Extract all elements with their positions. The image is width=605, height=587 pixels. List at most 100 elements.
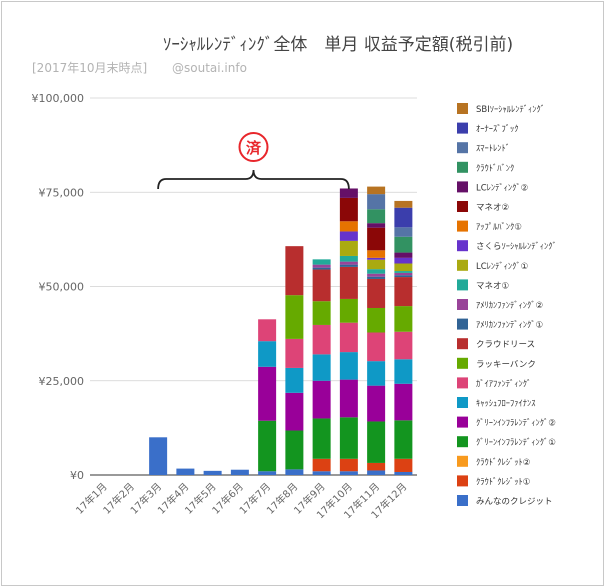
bar-segment (312, 354, 331, 381)
bar-segment (367, 257, 386, 260)
legend-label: ｷｬｯｼｭﾌﾛｰﾌｧｲﾅﾝｽ (476, 399, 536, 409)
bar-segment (312, 267, 331, 270)
bar-segment (394, 359, 413, 384)
chart-title: ｿｰｼｬﾙﾚﾝﾃﾞｨﾝｸﾞ全体 単月 収益予定額(税引前) (163, 35, 513, 55)
legend-label: SBIｿｰｼｬﾙﾚﾝﾃﾞｨﾝｸﾞ (476, 105, 545, 115)
bar-segment (367, 269, 386, 274)
chart-subtitle-handle: @soutai.info (172, 61, 247, 75)
completed-bracket (157, 169, 350, 190)
legend-label: ｵｰﾅｰｽﾞﾌﾞｯｸ (476, 125, 519, 135)
bar-segment (367, 276, 386, 279)
bar-segment (394, 275, 413, 278)
bar-segment (394, 263, 413, 272)
legend-swatch (457, 318, 468, 330)
bar-segment (258, 366, 277, 421)
bar-segment (312, 259, 331, 265)
legend-label: ｸﾞﾘｰﾝｲﾝﾌﾗﾚﾝﾃﾞｨﾝｸﾞ② (476, 419, 556, 429)
legend-swatch (457, 259, 468, 271)
bar-segment (339, 231, 358, 241)
bar-segment (367, 209, 386, 224)
bar-segment (339, 255, 358, 262)
bar-segment (367, 186, 386, 195)
legend-label: マネオ② (476, 203, 509, 213)
bar-segment (203, 470, 222, 475)
bar-segment (367, 223, 386, 228)
completed-stamp: 済 (246, 139, 262, 157)
legend-swatch (457, 279, 468, 291)
legend-swatch (457, 455, 468, 467)
bar-segment (394, 236, 413, 253)
legend-swatch (457, 357, 468, 369)
legend-label: マネオ① (476, 281, 509, 291)
y-tick-label: ¥100,000 (32, 92, 85, 105)
y-axis: ¥0 ¥25,000 ¥50,000 ¥75,000 ¥100,000 (32, 92, 85, 482)
bar-segment (312, 264, 331, 268)
bars (149, 186, 413, 475)
bar-segment (367, 421, 386, 463)
completed-annotation: 済 (157, 132, 350, 190)
bar-segment (394, 257, 413, 264)
bar-segment (339, 188, 358, 198)
bar-segment (285, 469, 304, 475)
legend-swatch (457, 475, 468, 487)
legend-swatch (457, 377, 468, 389)
bar-segment (339, 298, 358, 323)
legend-label: ｽﾏｰﾄﾚﾝﾄﾞ (476, 144, 510, 154)
bar-segment (367, 462, 386, 471)
legend-label: ｸﾗｳﾄﾞｸﾚｼﾞｯﾄ② (476, 458, 530, 468)
bar-segment (394, 383, 413, 421)
bar-segment (367, 361, 386, 386)
bar-segment (394, 272, 413, 276)
bar-segment (339, 471, 358, 475)
chart-subtitle: [2017年10月末時点] (32, 61, 147, 75)
bar-segment (312, 380, 331, 419)
bar-segment (176, 468, 195, 475)
legend-swatch (457, 142, 468, 154)
bar-segment (339, 221, 358, 232)
bar-segment (367, 227, 386, 251)
bar-segment (312, 301, 331, 325)
legend-label: LCﾚﾝﾃﾞｨﾝｸﾞ① (476, 262, 528, 272)
bar-segment (312, 269, 331, 302)
legend-label: ｸﾞﾘｰﾝｲﾝﾌﾗﾚﾝﾃﾞｨﾝｸﾞ① (476, 438, 556, 448)
bar-segment (312, 324, 331, 355)
bar-segment (394, 420, 413, 459)
legend-swatch (457, 416, 468, 428)
bar-segment (339, 379, 358, 418)
bar-segment (367, 385, 386, 422)
bar-segment (285, 367, 304, 393)
legend-swatch (457, 201, 468, 212)
legend-label: ｱﾒﾘｶﾝﾌｧﾝﾃﾞｨﾝｸﾞ② (476, 301, 543, 311)
x-axis: 17年1月17年2月17年3月17年4月17年5月17年6月17年7月17年8月… (73, 480, 410, 521)
legend-label: LCﾚﾝﾃﾞｨﾝｸﾞ② (476, 183, 528, 193)
legend-swatch (457, 495, 468, 506)
bar-segment (367, 250, 386, 258)
bar-segment (394, 277, 413, 307)
bar-segment (230, 469, 249, 475)
bar-segment (285, 338, 304, 368)
bar-segment (149, 437, 168, 475)
bar-segment (339, 240, 358, 256)
bar-segment (258, 341, 277, 367)
bar-segment (285, 246, 304, 296)
bar-segment (367, 259, 386, 270)
bar-segment (394, 227, 413, 237)
bar-segment (258, 420, 277, 472)
legend-label: ｶﾞｲｱﾌｧﾝﾃﾞｨﾝｸﾞ (476, 379, 531, 389)
bar-segment (339, 352, 358, 380)
bar-segment (339, 417, 358, 459)
legend-swatch (457, 299, 468, 310)
legend-swatch (457, 338, 468, 350)
legend-swatch (457, 397, 468, 408)
bar-segment (367, 332, 386, 362)
bar-segment (394, 306, 413, 332)
legend-swatch (457, 161, 468, 173)
bar-segment (312, 471, 331, 475)
bar-segment (394, 271, 413, 273)
bar-segment (312, 418, 331, 459)
bar-segment (394, 331, 413, 360)
legend-label: ラッキーバンク (476, 360, 536, 370)
bar-segment (367, 307, 386, 333)
legend-swatch (457, 220, 468, 232)
